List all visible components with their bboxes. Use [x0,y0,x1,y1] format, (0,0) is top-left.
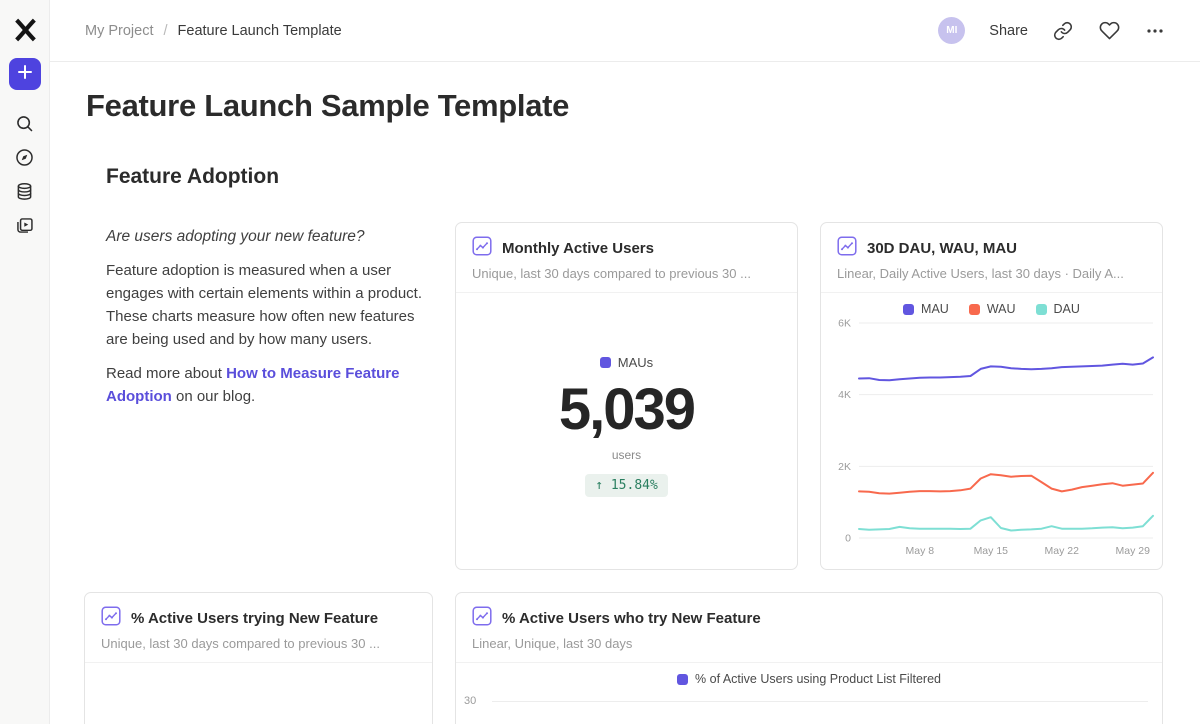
legend-label: MAU [921,302,949,316]
legend-label: MAUs [617,355,654,370]
legend-label: % of Active Users using Product List Fil… [695,672,941,686]
x-axis-tick: May 22 [1045,545,1080,557]
boards-icon[interactable] [8,208,42,242]
mau-unit: users [611,448,642,462]
series-line-wau[interactable] [858,471,1154,495]
x-axis-tick: May 29 [1116,545,1151,557]
breadcrumb-project[interactable]: My Project [85,22,154,39]
series-line-dau[interactable] [858,514,1154,532]
legend-label: DAU [1053,302,1080,316]
intro-read-more: Read more about How to Measure Feature A… [106,362,436,408]
y-axis-tick: 30 [464,695,477,707]
card-header: % Active Users who try New Feature Linea… [456,593,1162,663]
card-title: Monthly Active Users [502,240,654,257]
blog-link[interactable]: How to Measure Feature Adoption [106,365,400,405]
mau-value: 5,039 [558,377,696,442]
chart-axis-row: 30 [456,695,1162,707]
section-title: Feature Adoption [106,165,280,188]
breadcrumb-separator: / [163,22,168,39]
card-subtitle: Unique, last 30 days compared to previou… [472,266,751,281]
legend-swatch [599,357,611,368]
card-monthly-active-users[interactable]: Monthly Active Users Unique, last 30 day… [455,222,798,570]
legend-swatch [903,303,915,315]
compass-icon[interactable] [8,140,42,174]
card-header: 30D DAU, WAU, MAU Linear, Daily Active U… [821,223,1162,293]
create-button[interactable] [8,58,41,90]
avatar[interactable]: MI [938,17,966,44]
share-button[interactable]: Share [989,22,1028,39]
y-axis-tick: 2K [838,461,851,473]
card-dau-wau-mau[interactable]: 30D DAU, WAU, MAU Linear, Daily Active U… [820,222,1163,570]
y-axis-tick: 4K [838,389,851,401]
big-number-body: MAUs 5,039 users ↑ 15.84% [456,293,797,497]
x-axis-tick: May 15 [974,545,1009,557]
legend-swatch [968,303,980,315]
series-line-mau[interactable] [858,356,1154,382]
database-icon[interactable] [8,174,42,208]
intro-body: Feature adoption is measured when a user… [106,262,423,348]
read-more-suffix: on our blog. [171,388,256,405]
y-axis-tick: 6K [838,318,851,330]
gridline [492,700,1148,702]
intro-text-block: Are users adopting your new feature? Fea… [106,228,436,408]
mixpanel-logo[interactable] [13,16,38,49]
chart-legend: % of Active Users using Product List Fil… [456,672,1162,686]
read-more-prefix: Read more about [106,365,227,382]
card-subtitle: Linear, Unique, last 30 days [472,636,633,651]
chart-icon [472,236,492,261]
card-header: % Active Users trying New Feature Unique… [85,593,432,663]
card-subtitle: Unique, last 30 days compared to previou… [101,636,380,651]
topbar: My Project / Feature Launch Template MI … [50,0,1200,62]
left-sidebar [0,0,50,724]
card-title: % Active Users who try New Feature [502,610,761,627]
topbar-actions: MI Share [938,17,1166,44]
legend-item: % of Active Users using Product List Fil… [677,672,941,686]
more-options-icon[interactable] [1144,20,1166,42]
legend-swatch [677,673,689,685]
chart-icon [101,606,121,631]
page-title: Feature Launch Sample Template [86,88,570,123]
line-chart[interactable]: 0 2K 4K 6K May 8 May 15 May 22 May 29 [821,316,1163,561]
favorite-icon[interactable] [1098,20,1120,42]
x-axis-tick: May 8 [906,545,935,557]
card-title: % Active Users trying New Feature [131,610,379,627]
card-pct-active-users-trying[interactable]: % Active Users trying New Feature Unique… [84,592,433,724]
change-badge: ↑ 15.84% [585,474,668,497]
card-header: Monthly Active Users Unique, last 30 day… [456,223,797,293]
legend-swatch [1035,303,1047,315]
board-canvas: Feature Launch Sample Template Feature A… [50,62,1200,724]
legend-item-dau[interactable]: DAU [1035,302,1080,316]
mau-legend: MAUs [599,355,654,370]
card-pct-active-users-who-try[interactable]: % Active Users who try New Feature Linea… [455,592,1163,724]
chart-icon [837,236,857,261]
plus-icon [17,64,33,85]
copy-link-icon[interactable] [1052,20,1074,42]
breadcrumb-current-page: Feature Launch Template [177,22,342,39]
card-subtitle: Linear, Daily Active Users, last 30 days… [837,266,1124,281]
card-title: 30D DAU, WAU, MAU [867,240,1018,257]
search-icon[interactable] [8,106,42,140]
chart-icon [472,606,492,631]
legend-item-mau[interactable]: MAU [903,302,949,316]
legend-label: WAU [986,302,1016,316]
breadcrumb: My Project / Feature Launch Template [85,23,342,39]
chart-legend: MAU WAU DAU [821,302,1162,316]
legend-item-wau[interactable]: WAU [968,302,1016,316]
y-axis-tick: 0 [845,533,851,545]
intro-question: Are users adopting your new feature? [106,228,365,245]
